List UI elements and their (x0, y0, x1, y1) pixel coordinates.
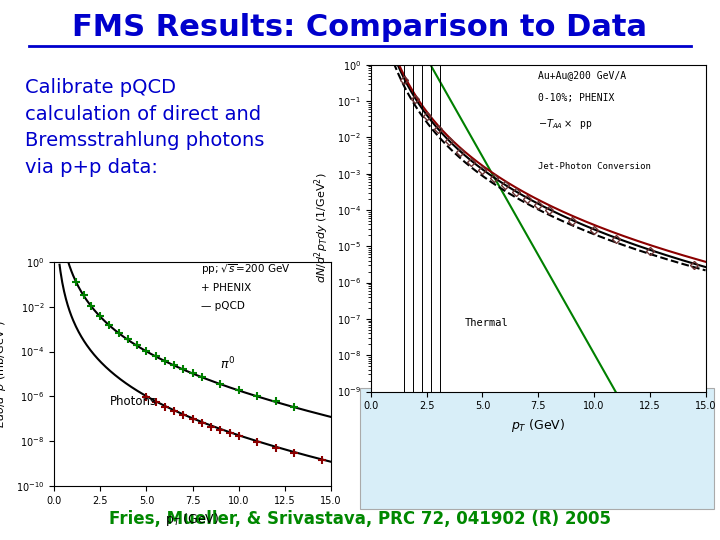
Y-axis label: $Ed\sigma/d^3p$ (mb/GeV$^2$): $Ed\sigma/d^3p$ (mb/GeV$^2$) (0, 320, 10, 428)
X-axis label: p$_T$ (GeV): p$_T$ (GeV) (166, 511, 220, 528)
Text: Fries, Mueller, & Srivastava, PRC 72, 041902 (R) 2005: Fries, Mueller, & Srivastava, PRC 72, 04… (109, 510, 611, 528)
X-axis label: $p_T$ (GeV): $p_T$ (GeV) (511, 417, 565, 434)
Text: For p$_t$<6 GeV, FMS photons: For p$_t$<6 GeV, FMS photons (371, 397, 629, 419)
Y-axis label: $dN/d^2p_Tdy$ (1/GeV$^2$): $dN/d^2p_Tdy$ (1/GeV$^2$) (312, 173, 331, 284)
Text: Calibrate pQCD
calculation of direct and
Bremsstrahlung photons
via p+p data:: Calibrate pQCD calculation of direct and… (25, 78, 264, 177)
Text: give significant contribution: give significant contribution (400, 423, 665, 441)
Text: Jet-Photon Conversion: Jet-Photon Conversion (539, 163, 651, 171)
FancyBboxPatch shape (360, 388, 714, 509)
Text: pp; $\sqrt{s}$=200 GeV: pp; $\sqrt{s}$=200 GeV (201, 262, 291, 277)
Text: 4 GeV: 4 GeV (400, 475, 455, 492)
Text: $-T_{AA}\times$ pp: $-T_{AA}\times$ pp (539, 117, 593, 131)
Text: $\pi^0$: $\pi^0$ (220, 356, 235, 373)
Text: to photon spectrum: 50% @: to photon spectrum: 50% @ (400, 449, 660, 467)
Text: Thermal: Thermal (464, 318, 508, 328)
Text: Au+Au@200 GeV/A: Au+Au@200 GeV/A (539, 70, 626, 80)
Text: — pQCD: — pQCD (201, 301, 245, 311)
Text: Photons: Photons (109, 395, 156, 408)
Text: 0-10%; PHENIX: 0-10%; PHENIX (539, 93, 615, 103)
Text: + PHENIX: + PHENIX (201, 283, 251, 293)
Text: FMS Results: Comparison to Data: FMS Results: Comparison to Data (73, 14, 647, 43)
